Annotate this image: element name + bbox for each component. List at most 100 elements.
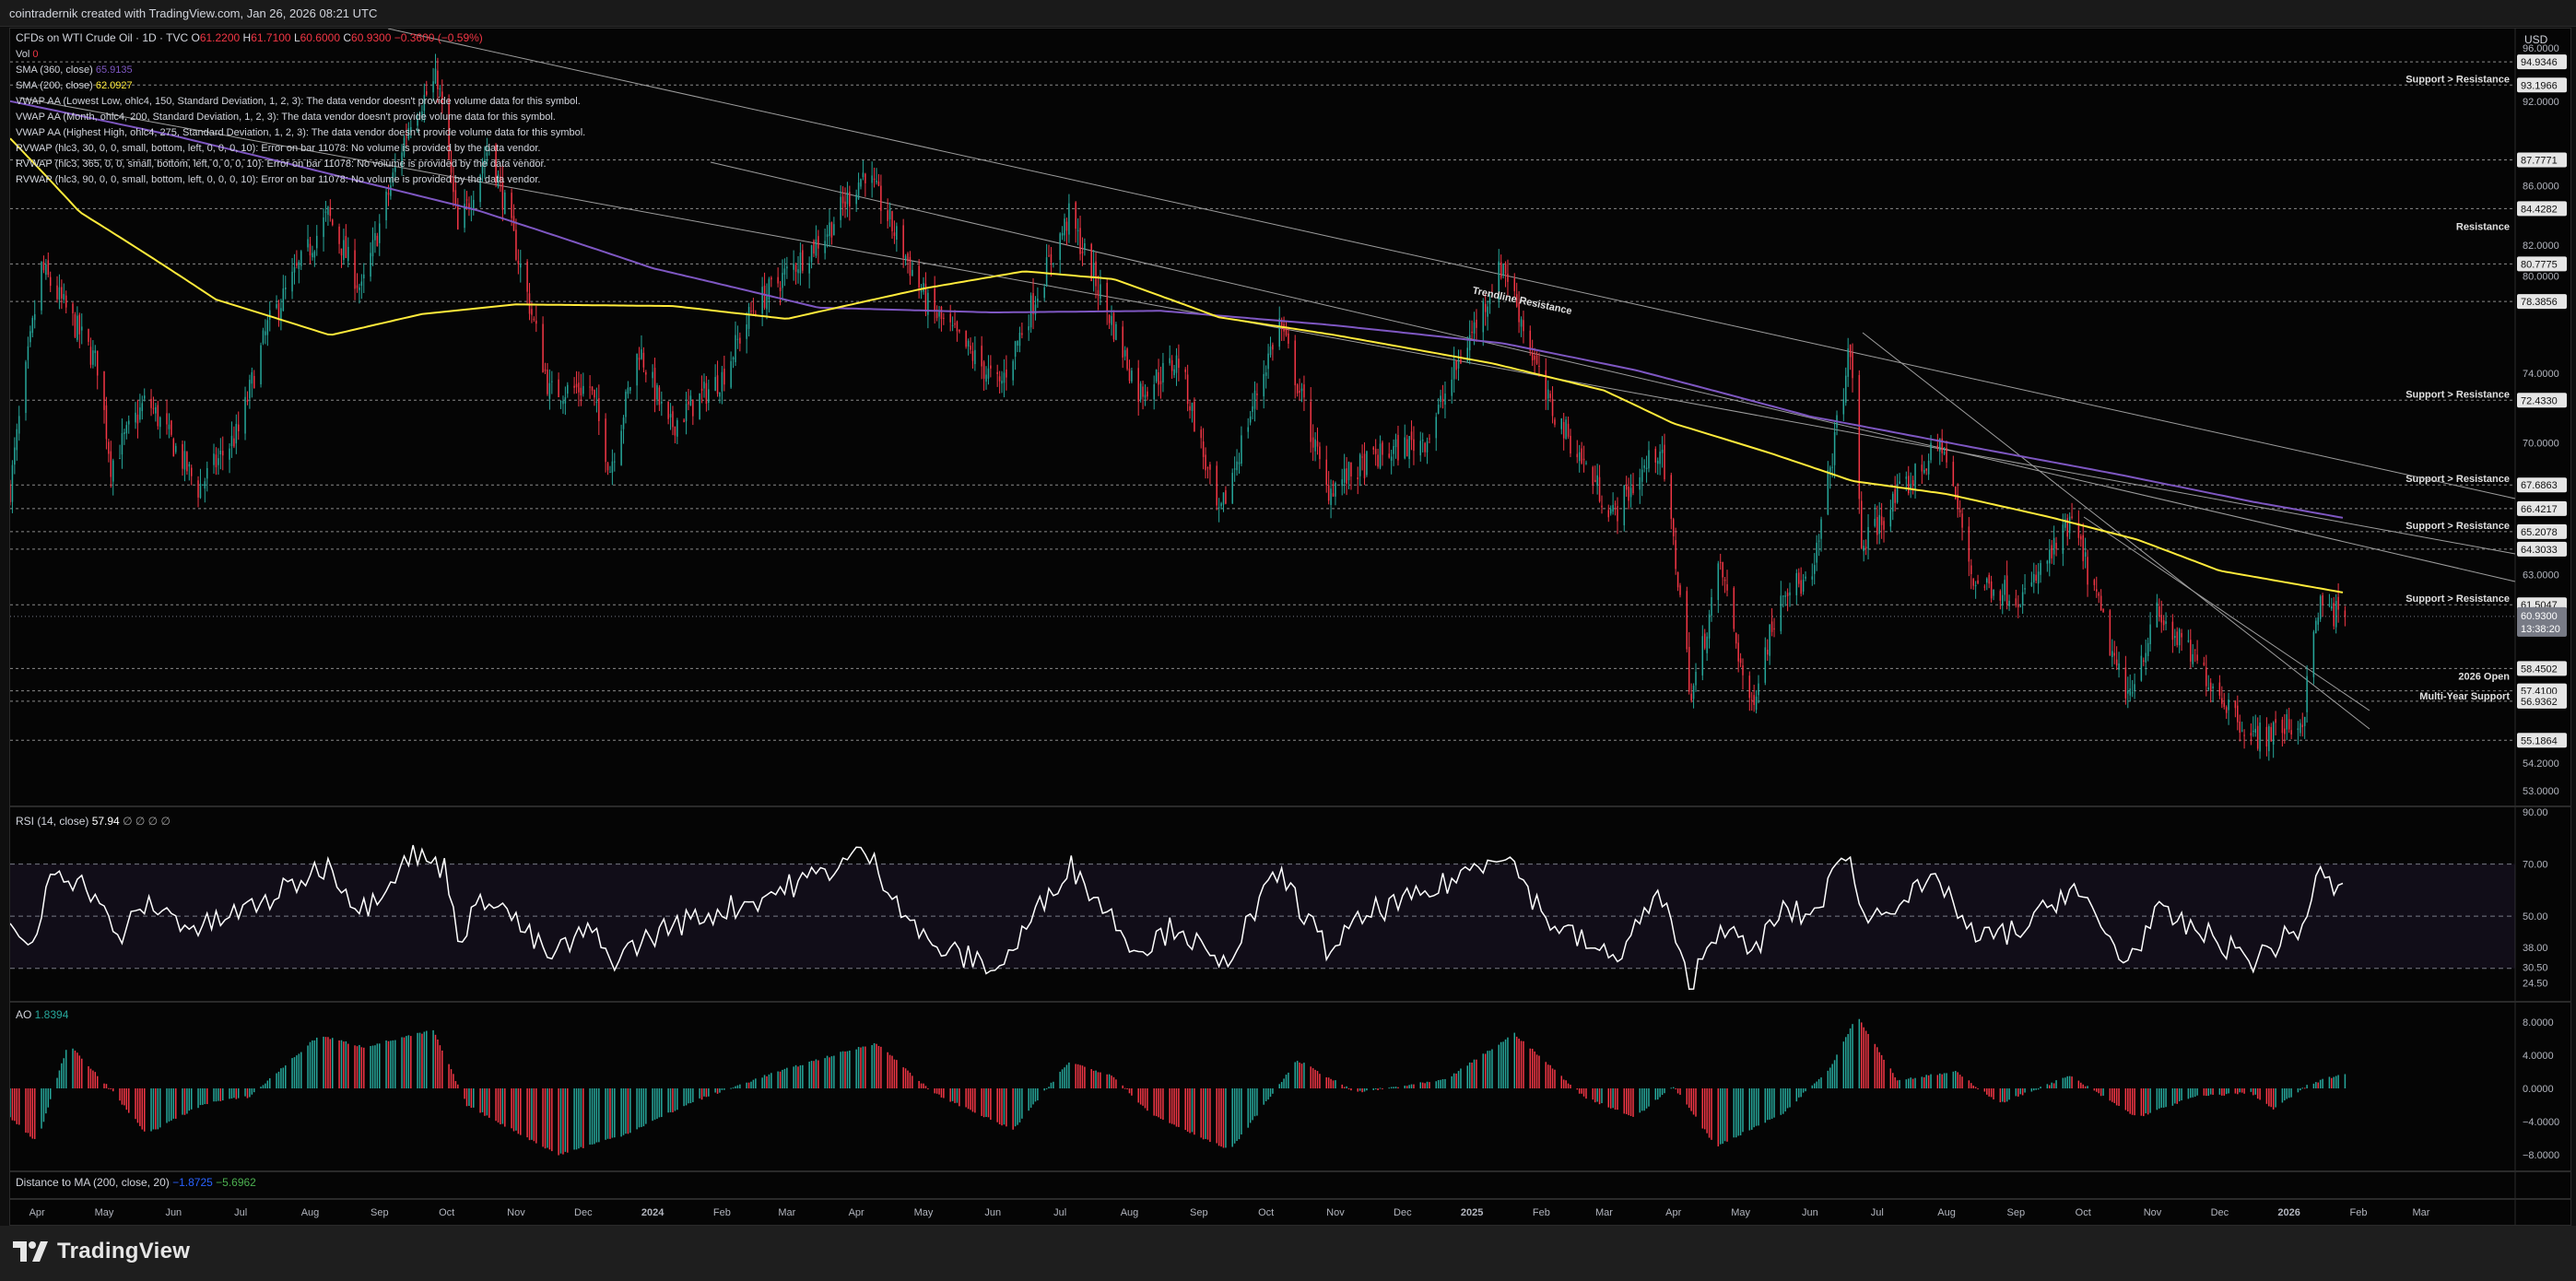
candle [213, 443, 215, 475]
ao-bar [1986, 1088, 1988, 1095]
candle [437, 57, 439, 103]
ao-bar [1686, 1088, 1688, 1105]
candle [110, 441, 112, 488]
candle-body [2174, 636, 2176, 639]
candle [457, 197, 459, 230]
ao-bar [1032, 1088, 1034, 1105]
candle-body [511, 193, 512, 218]
ao-bar [441, 1050, 443, 1088]
candle-body [723, 369, 725, 385]
candle-body [860, 179, 862, 187]
chart-container[interactable]: Support > Resistance Support > Resistance… [9, 28, 2571, 1226]
candle [2064, 513, 2066, 532]
candle [1487, 300, 1488, 331]
candle [1717, 560, 1720, 614]
ao-bar [2087, 1086, 2088, 1088]
candle [799, 242, 802, 286]
candle-body [1488, 299, 1491, 304]
candle-body [403, 137, 406, 157]
candle [174, 442, 177, 454]
candle-body [1053, 263, 1054, 264]
ao-bar [410, 1036, 412, 1088]
ao-bar [1222, 1088, 1225, 1148]
candle-body [360, 281, 363, 287]
ao-bar [262, 1085, 265, 1088]
ao-bar [1097, 1072, 1100, 1088]
ao-bar [739, 1084, 741, 1088]
ao-bar [2024, 1088, 2026, 1093]
ao-bar [575, 1088, 578, 1150]
candle [1914, 463, 1916, 499]
candle-body [1112, 312, 1115, 340]
candle [1361, 444, 1363, 471]
candle-body [1003, 372, 1006, 383]
candle [136, 399, 139, 439]
candle-body [324, 211, 327, 213]
candle [1325, 445, 1327, 493]
ao-bar [620, 1088, 622, 1137]
ao-bar [689, 1088, 692, 1104]
ao-bar [1719, 1088, 1722, 1145]
ao-bar [1670, 1087, 1673, 1089]
ao-bar [2205, 1088, 2207, 1097]
ao-bar [1968, 1080, 1970, 1088]
candle-body [1894, 488, 1896, 503]
candle [669, 403, 672, 430]
ao-bar [1659, 1088, 1661, 1098]
ao-bar [582, 1088, 584, 1148]
ao-bar [1864, 1030, 1867, 1088]
candle-body [2212, 686, 2214, 688]
ao-bar [1858, 1018, 1861, 1088]
candle-body [2068, 516, 2071, 534]
ao-bar [300, 1052, 302, 1088]
candle [1578, 444, 1581, 473]
tradingview-logo[interactable]: TradingView [13, 1239, 190, 1264]
ao-bar [313, 1040, 316, 1088]
ao-bar [1656, 1088, 1659, 1100]
candle [423, 83, 426, 123]
candle [1108, 313, 1111, 329]
candle [1300, 382, 1303, 403]
candle-body [1789, 592, 1791, 595]
candle-body [2147, 642, 2149, 656]
ao-bar [1186, 1088, 1189, 1132]
ao-bar [755, 1078, 757, 1088]
candle-body [1690, 693, 1692, 700]
ao-bar [371, 1045, 374, 1088]
candle-body [219, 450, 222, 454]
ao-bar [2207, 1088, 2209, 1097]
candle [1836, 410, 1838, 436]
ao-bar [855, 1049, 857, 1088]
candle [2265, 717, 2268, 757]
candle-body [2331, 605, 2333, 609]
ao-bar [1849, 1028, 1852, 1088]
candle-body [139, 407, 141, 420]
ao-bar [990, 1088, 992, 1121]
candle-body [2312, 631, 2315, 677]
candle [484, 146, 486, 179]
candle-body [1139, 383, 1142, 400]
ao-bar [1755, 1088, 1758, 1126]
candle-body [92, 350, 94, 365]
ao-bar [2243, 1088, 2245, 1094]
candle [793, 250, 794, 281]
candle-body [1661, 449, 1664, 453]
candle-body [1444, 394, 1446, 405]
candle [1800, 567, 1802, 597]
candle-body [182, 443, 183, 469]
ao-bar [2312, 1083, 2315, 1088]
candle-body [2051, 545, 2053, 558]
ao-bar [1538, 1055, 1540, 1088]
ao-bar [1142, 1088, 1144, 1106]
candle [1061, 226, 1064, 241]
ao-tick: 8.0000 [2523, 1017, 2554, 1028]
candle-body [1413, 439, 1415, 452]
level-price-label: 72.4330 [2521, 395, 2558, 406]
candle-body [1300, 388, 1303, 392]
candle [985, 366, 987, 390]
ao-bar [564, 1088, 567, 1152]
candle-body [1252, 405, 1253, 412]
time-tick: Oct [2076, 1207, 2091, 1218]
candle [1545, 358, 1547, 410]
